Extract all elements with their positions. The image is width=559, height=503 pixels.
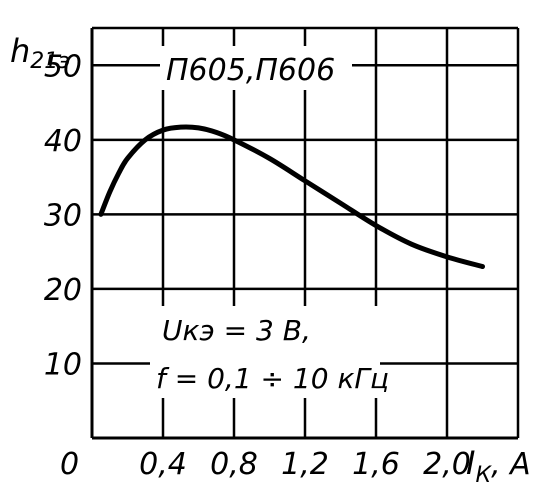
svg-text:IК, A: IК, A — [466, 444, 531, 488]
y-axis-label: h — [10, 32, 30, 70]
annotation-background — [150, 306, 380, 398]
y-tick-label: 40 — [44, 124, 82, 159]
x-tick-label: 2,0 — [423, 447, 471, 482]
y-axis-label-subscript: 21э — [30, 49, 70, 74]
origin-label: 0 — [60, 447, 79, 482]
x-tick-label: 1,6 — [352, 447, 400, 482]
x-tick-label: 0,4 — [139, 447, 187, 482]
x-tick-label: 1,2 — [281, 447, 329, 482]
x-axis-label-subscript: К — [475, 463, 492, 488]
title-background — [160, 46, 352, 90]
series-line — [98, 124, 485, 270]
x-axis-label: I — [466, 444, 475, 482]
annotation-line-1: Uкэ = 3 В, — [162, 314, 311, 347]
y-tick-label: 10 — [44, 347, 82, 382]
y-tick-label: 50 — [44, 49, 82, 84]
x-tick-label: 0,8 — [210, 447, 258, 482]
plot-frame — [90, 26, 520, 440]
annotation-line-2: f = 0,1 ÷ 10 кГц — [156, 362, 389, 395]
x-axis-unit: , A — [491, 447, 531, 482]
y-tick-label: 30 — [44, 198, 82, 233]
svg-text:h21э: h21э — [10, 32, 70, 74]
series-layer — [98, 124, 485, 270]
y-tick-label: 20 — [44, 273, 82, 308]
chart-title: П605,П606 — [166, 53, 335, 88]
